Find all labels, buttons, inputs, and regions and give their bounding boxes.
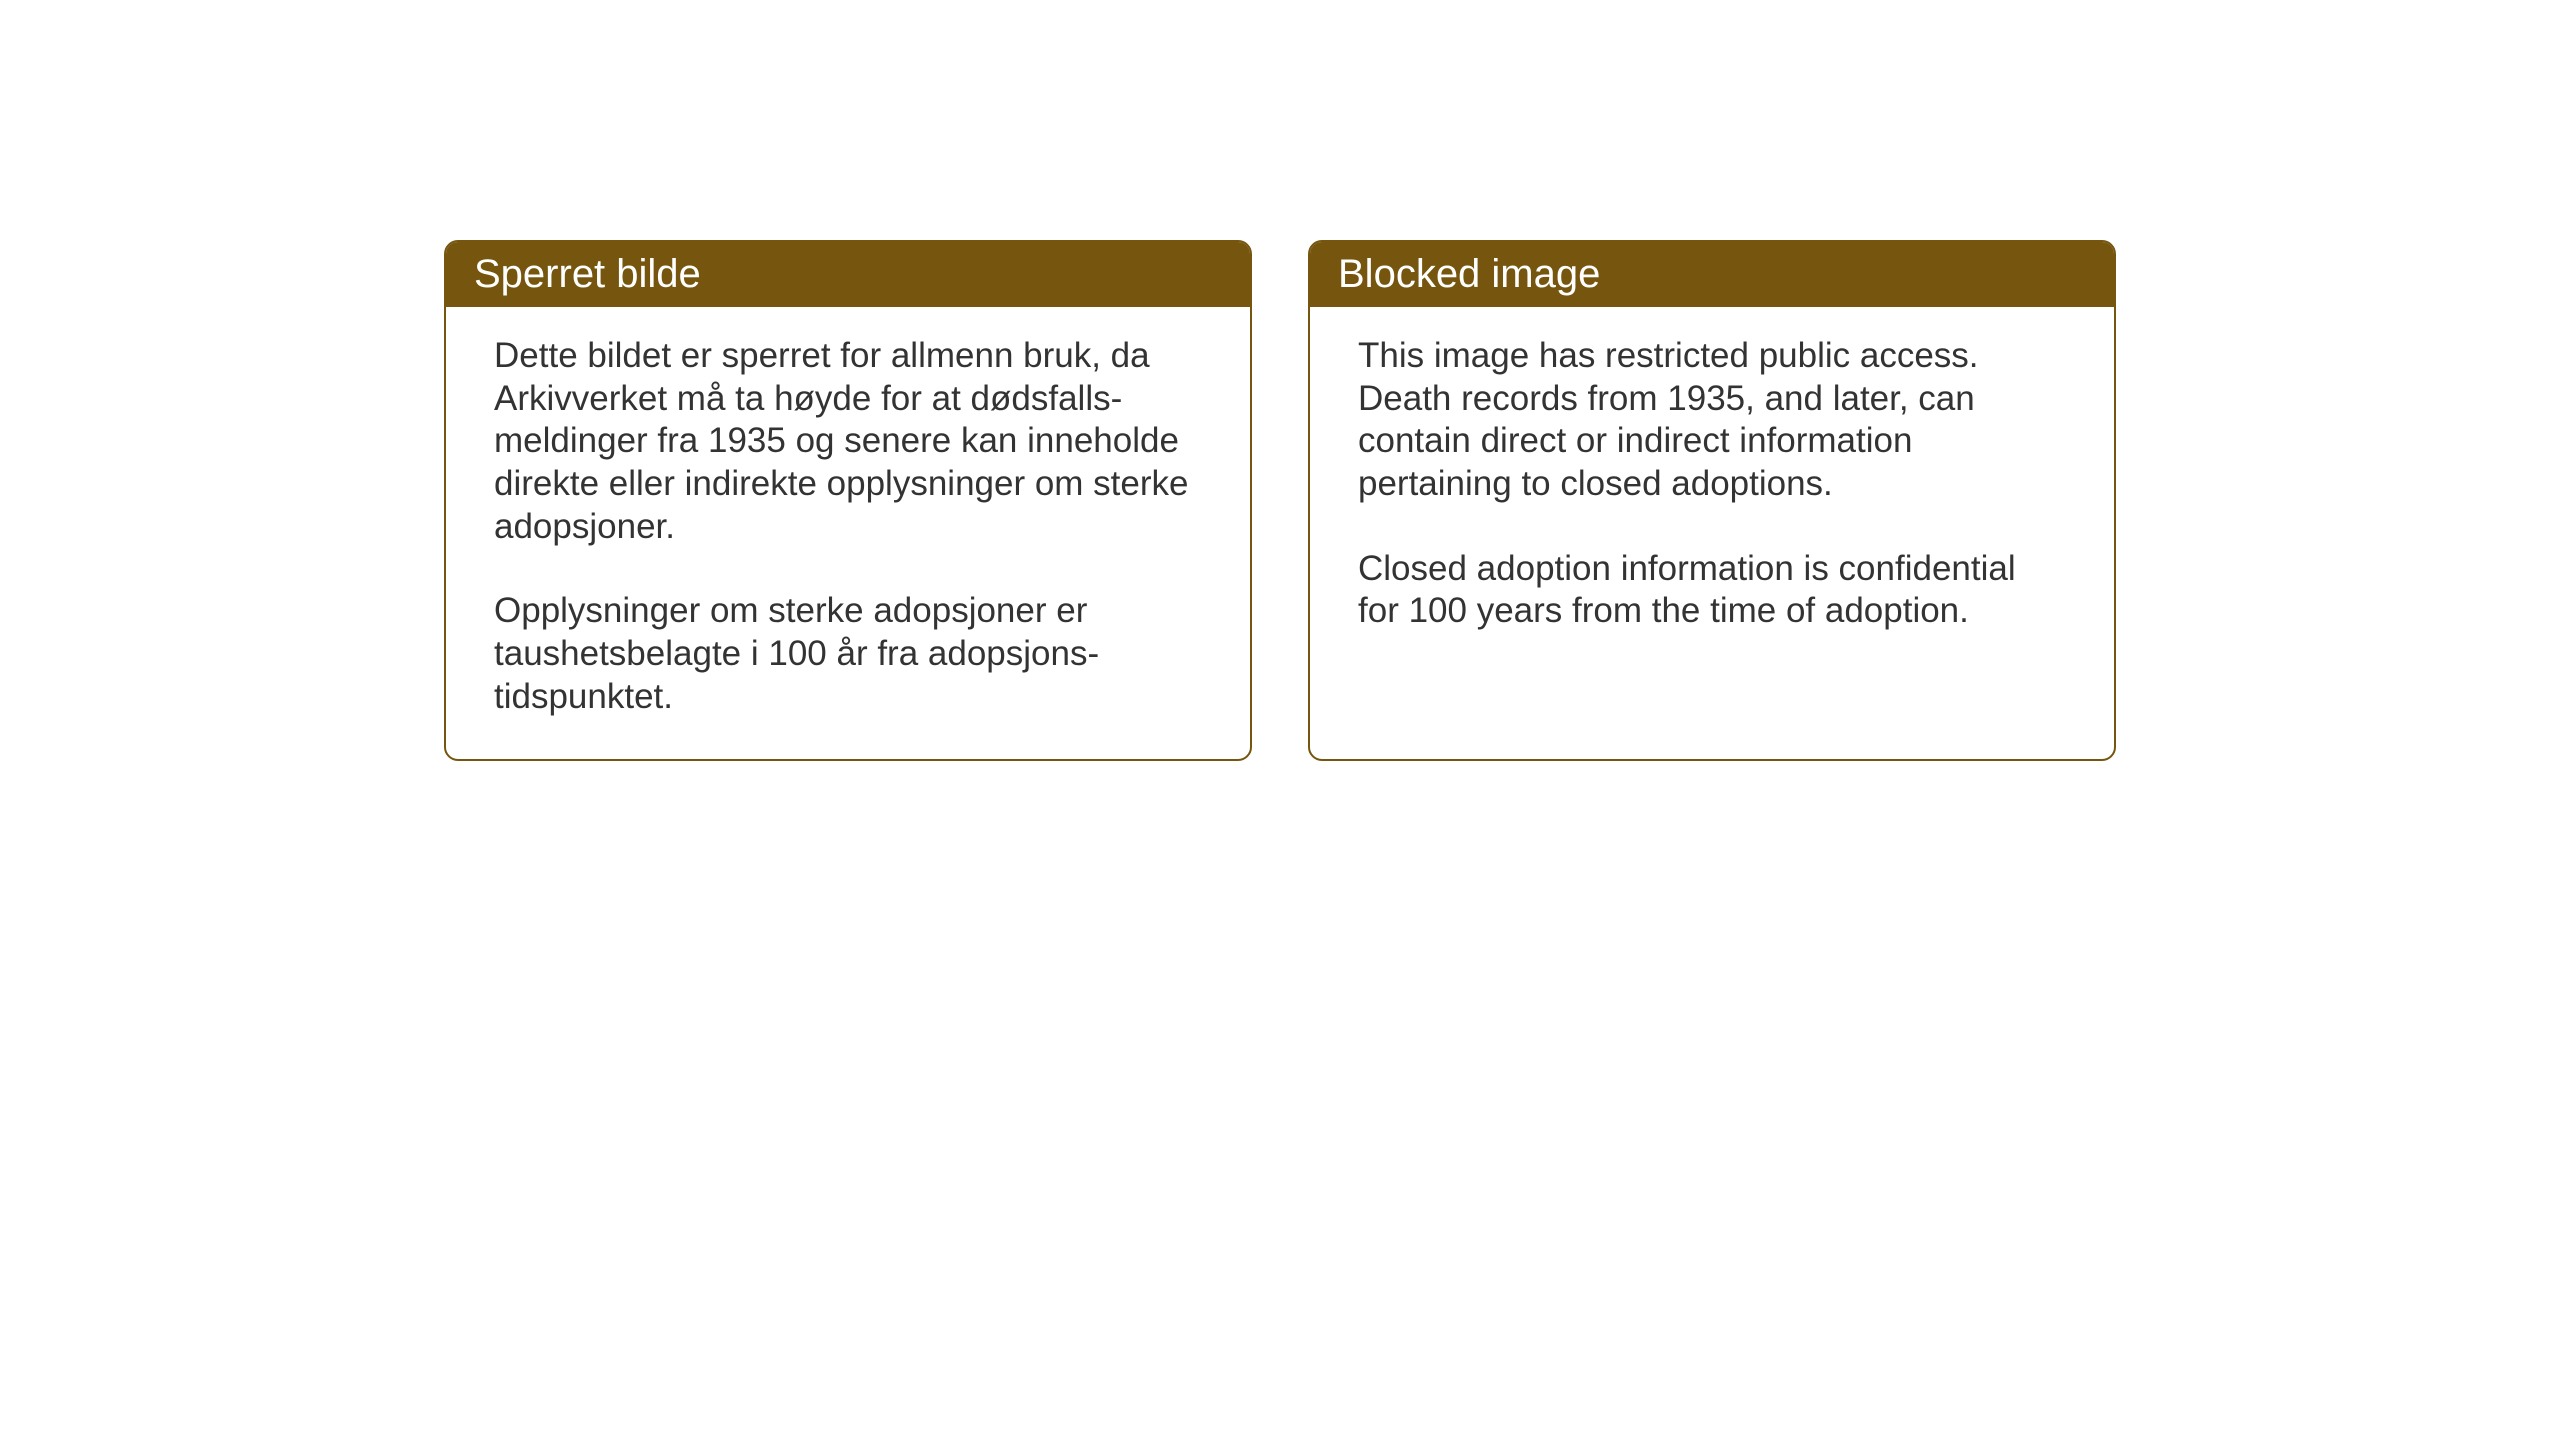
notice-paragraph-1-english: This image has restricted public access.… [1358,335,2066,506]
notice-paragraph-1-norwegian: Dette bildet er sperret for allmenn bruk… [494,335,1202,548]
notice-header-norwegian: Sperret bilde [446,242,1250,307]
notice-paragraph-2-english: Closed adoption information is confident… [1358,548,2066,633]
notice-paragraph-2-norwegian: Opplysninger om sterke adopsjoner er tau… [494,590,1202,718]
notice-title-english: Blocked image [1338,252,1600,296]
notice-body-english: This image has restricted public access.… [1310,307,2114,673]
notice-title-norwegian: Sperret bilde [474,252,701,296]
notice-box-norwegian: Sperret bilde Dette bildet er sperret fo… [444,240,1252,761]
notice-body-norwegian: Dette bildet er sperret for allmenn bruk… [446,307,1250,759]
notice-box-english: Blocked image This image has restricted … [1308,240,2116,761]
notice-header-english: Blocked image [1310,242,2114,307]
notice-container: Sperret bilde Dette bildet er sperret fo… [444,240,2116,761]
